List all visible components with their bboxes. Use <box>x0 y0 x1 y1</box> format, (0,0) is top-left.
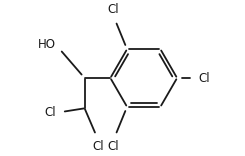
Text: Cl: Cl <box>44 106 56 119</box>
Text: Cl: Cl <box>108 3 119 16</box>
Text: HO: HO <box>38 38 56 51</box>
Text: Cl: Cl <box>92 140 104 153</box>
Text: Cl: Cl <box>198 71 210 85</box>
Text: Cl: Cl <box>108 140 119 153</box>
